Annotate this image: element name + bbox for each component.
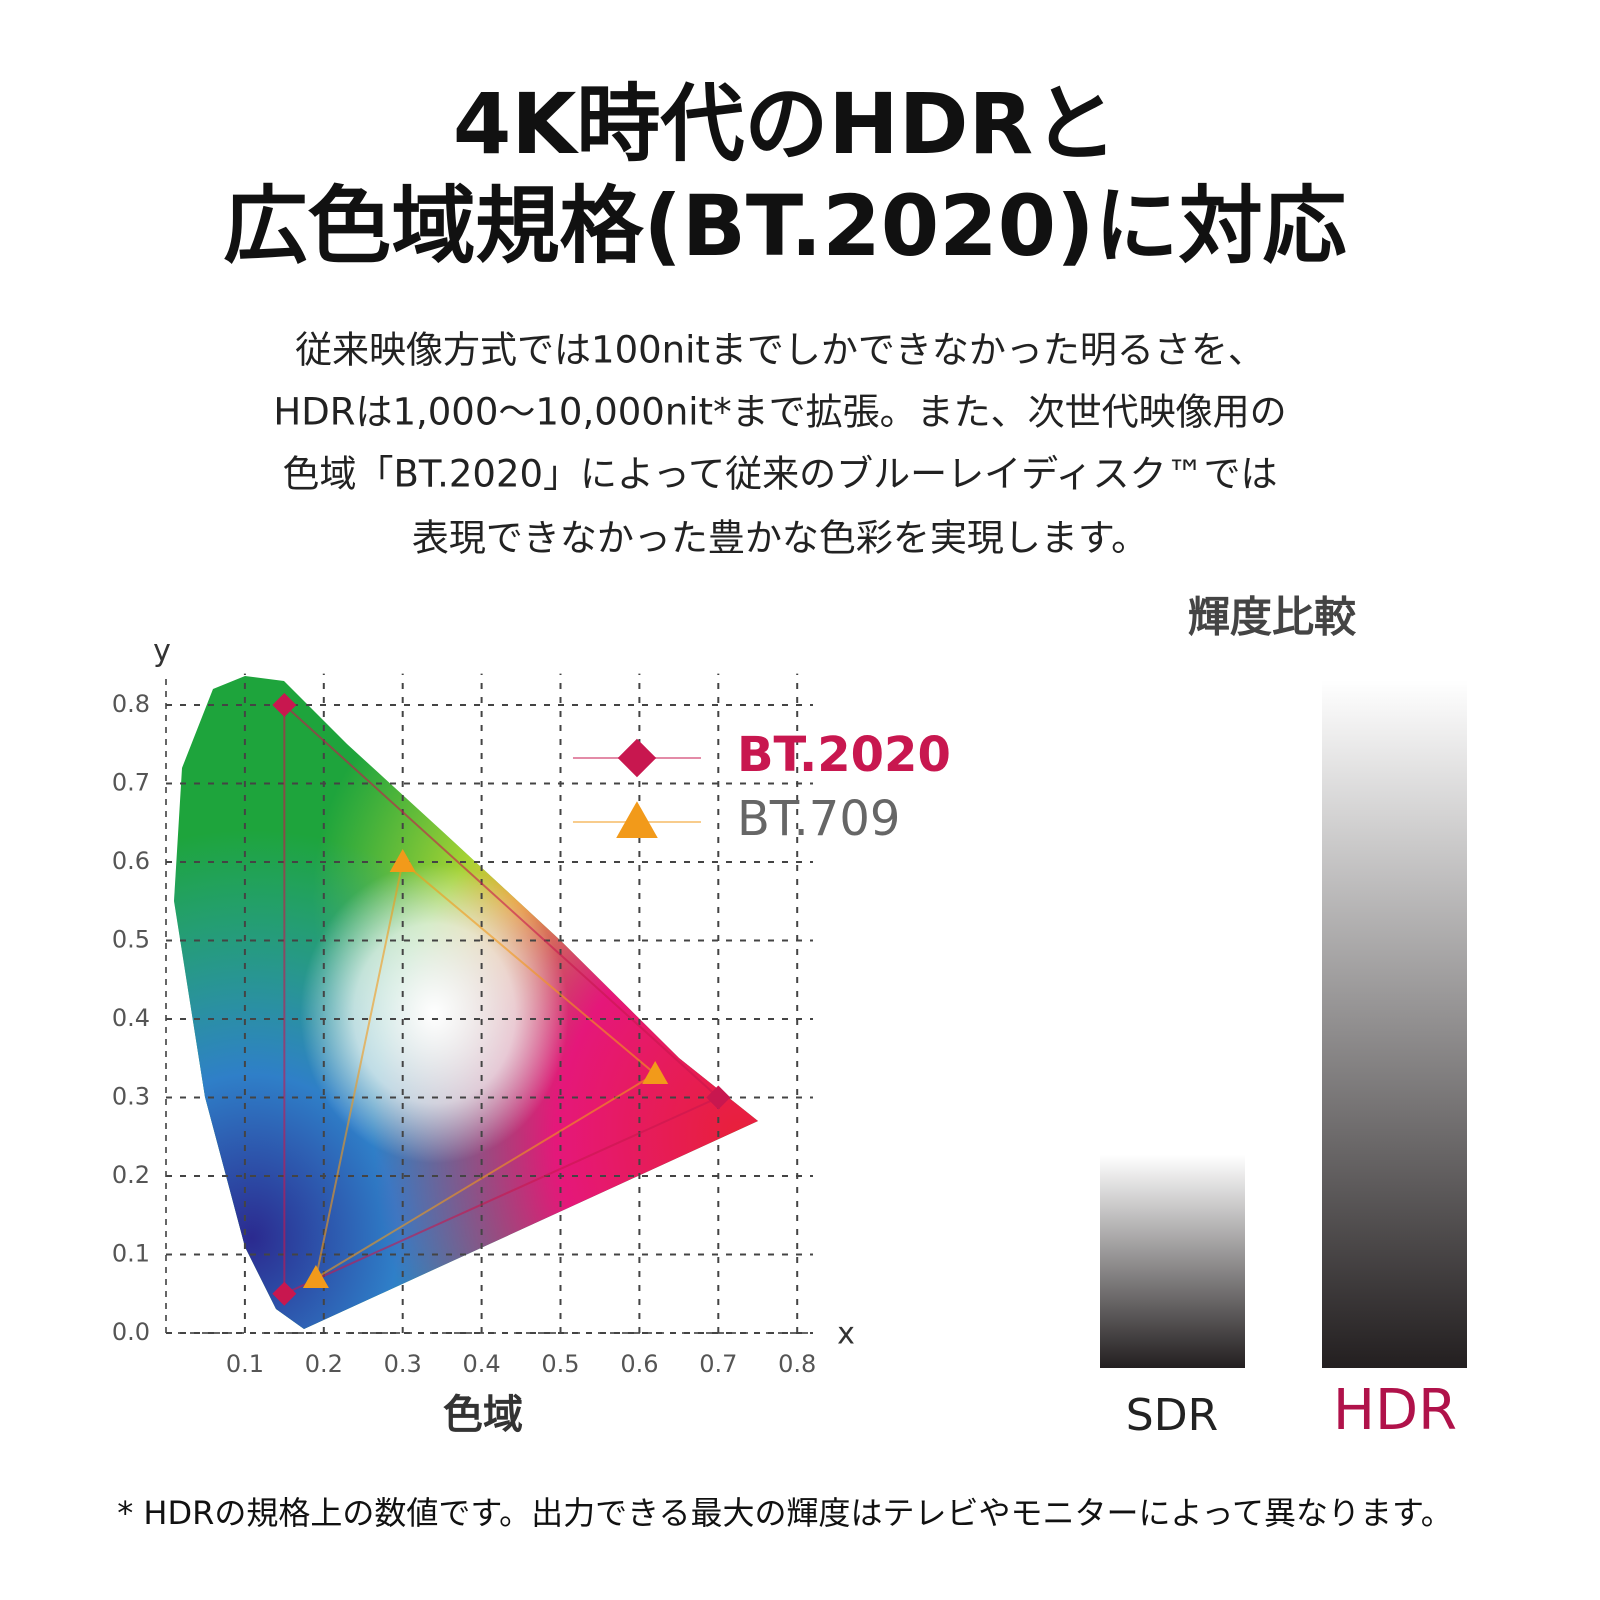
y-tick-label: 0.6 [112, 847, 150, 875]
x-tick-label: 0.6 [620, 1350, 658, 1378]
body-line: HDRは1,000〜10,000nit*まで拡張。また、次世代映像用の [273, 391, 1286, 434]
sdr-label: SDR [1126, 1390, 1218, 1441]
y-axis-label: y [153, 634, 171, 669]
triangle-marker [642, 1060, 669, 1084]
sdr-bar [1100, 1155, 1245, 1368]
x-tick-label: 0.2 [305, 1350, 343, 1378]
y-tick-label: 0.0 [112, 1318, 150, 1346]
y-tick-label: 0.3 [112, 1083, 150, 1111]
body-line: 色域「BT.2020」によって従来のブルーレイディスク™では [283, 453, 1278, 496]
x-tick-label: 0.1 [226, 1350, 264, 1378]
footnote: * HDRの規格上の数値です。出力できる最大の輝度はテレビやモニターによって異な… [117, 1494, 1453, 1532]
y-tick-label: 0.8 [112, 690, 150, 718]
gamut-triangle [314, 860, 657, 1281]
title-line: 4K時代のHDRと [453, 75, 1117, 173]
y-tick-label: 0.2 [112, 1161, 150, 1189]
diamond-marker [272, 1281, 297, 1306]
x-tick-label: 0.7 [699, 1350, 737, 1378]
x-tick-label: 0.4 [463, 1350, 501, 1378]
triangle-marker [389, 849, 416, 872]
y-tick-label: 0.7 [112, 769, 150, 797]
chart-caption: 色域 [443, 1392, 523, 1438]
x-tick-label: 0.5 [541, 1350, 579, 1378]
luminance-title: 輝度比較 [1188, 593, 1357, 642]
y-tick-label: 0.4 [112, 1004, 150, 1032]
chromaticity-gamut [174, 676, 758, 1329]
y-tick-label: 0.1 [112, 1240, 150, 1268]
triangle-marker [302, 1265, 329, 1289]
hdr-label: HDR [1333, 1378, 1457, 1443]
legend-marker [616, 801, 658, 838]
y-tick-label: 0.5 [112, 926, 150, 954]
legend-marker [617, 738, 657, 778]
diamond-marker [706, 1085, 731, 1110]
legend-label: BT.709 [737, 791, 900, 847]
title-line: 広色域規格(BT.2020)に対応 [223, 177, 1346, 275]
legend-label: BT.2020 [737, 727, 951, 783]
hdr-bar [1322, 680, 1467, 1368]
gamut-triangle [283, 702, 721, 1296]
x-axis-label: x [837, 1317, 855, 1352]
body-line: 従来映像方式では100nitまでしかできなかった明るさを、 [295, 329, 1265, 372]
x-tick-label: 0.3 [384, 1350, 422, 1378]
diamond-marker [272, 693, 297, 717]
body-line: 表現できなかった豊かな色彩を実現します。 [412, 517, 1148, 560]
x-tick-label: 0.8 [778, 1350, 816, 1378]
